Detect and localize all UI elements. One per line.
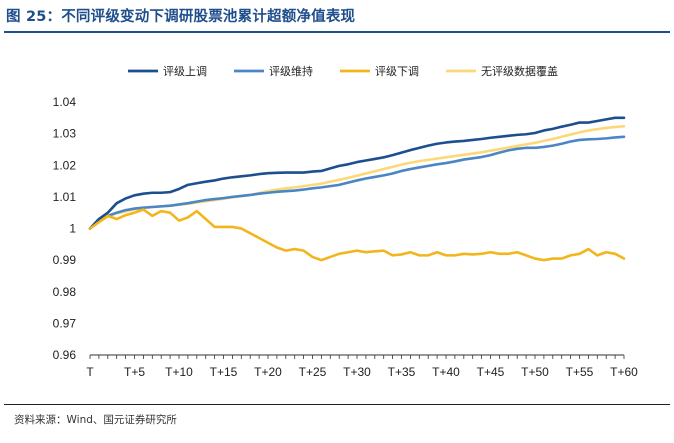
legend-label-2: 评级下调: [375, 65, 419, 78]
series-line-1: [88, 135, 626, 230]
y-tick-label: 1.03: [53, 127, 77, 141]
y-tick-label: 0.96: [53, 348, 77, 362]
x-tick-label: T+5: [124, 365, 145, 379]
series-layer: [88, 116, 626, 262]
y-tick-label: 1: [69, 222, 76, 236]
x-tick-label: T+30: [343, 365, 371, 379]
figure-title: 图 25：不同评级变动下调研股票池累计超额净值表现: [6, 9, 356, 25]
footer-divider: [4, 404, 670, 405]
x-tick-label: T+45: [477, 365, 505, 379]
title-divider: [4, 31, 670, 33]
y-tick-label: 0.99: [53, 253, 77, 267]
y-tick-label: 0.98: [53, 285, 77, 299]
x-tick-label: T: [86, 365, 94, 379]
series-line-0: [88, 116, 626, 230]
x-tick-label: T+60: [610, 365, 638, 379]
x-tick-label: T+10: [165, 365, 193, 379]
legend-label-0: 评级上调: [163, 65, 207, 78]
y-tick-label: 1.04: [53, 95, 77, 109]
y-tick-label: 0.97: [53, 316, 77, 330]
x-tick-label: T+25: [299, 365, 327, 379]
x-tick-label: T+40: [432, 365, 460, 379]
legend-label-1: 评级维持: [269, 64, 313, 78]
x-axis: T T+5 T+10 T+15 T+20 T+25 T+30 T+35 T+40 T+45 T+50…: [86, 354, 638, 379]
legend-label-3: 无评级数据覆盖: [481, 64, 558, 78]
x-tick-label: T+35: [388, 365, 416, 379]
x-tick-label: T+20: [254, 365, 282, 379]
y-tick-label: 1.01: [53, 190, 77, 204]
series-line-2: [88, 208, 626, 262]
x-tick-label: T+15: [210, 365, 238, 379]
source-note: 资料来源：Wind、国元证券研究所: [14, 414, 177, 426]
y-axis: 0.96 0.97 0.98 0.99 1 1.01 1.02 1.03 1.04: [53, 95, 77, 362]
y-tick-label: 1.02: [53, 158, 77, 172]
x-tick-label: T+55: [566, 365, 594, 379]
x-tick-label: T+50: [521, 365, 549, 379]
chart-legend: 评级上调 评级维持 评级下调 无评级数据覆盖: [128, 64, 558, 78]
